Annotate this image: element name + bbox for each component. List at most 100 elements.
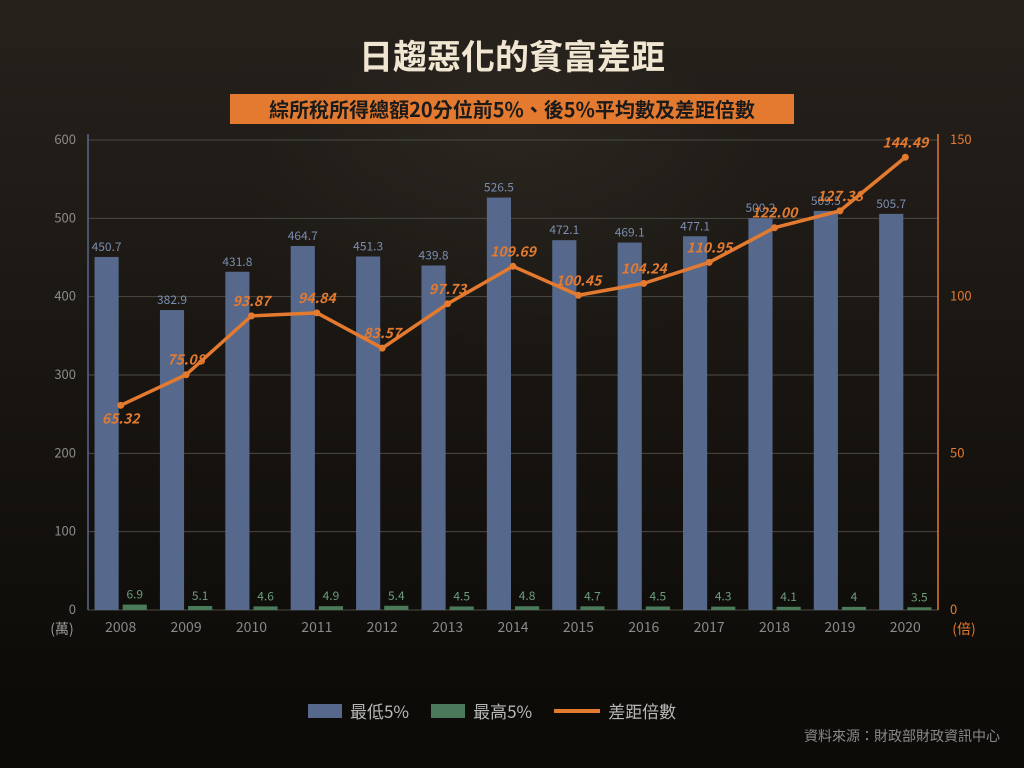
ratio-marker (836, 207, 843, 214)
y-left-tick-label: 200 (54, 442, 76, 461)
legend-label: 最低5% (350, 698, 409, 723)
bar-high5 (450, 606, 474, 610)
x-tick-label: 2008 (105, 617, 136, 637)
bar-low5-label: 526.5 (484, 179, 514, 196)
bar-low5 (356, 256, 380, 610)
x-tick-label: 2014 (497, 617, 528, 637)
bar-high5-label: 4.8 (519, 587, 536, 604)
bar-low5-label: 451.3 (353, 237, 383, 254)
right-axis-unit: (倍) (952, 619, 975, 639)
bar-low5-label: 505.7 (876, 195, 906, 212)
legend-item: 最低5% (308, 698, 409, 723)
bar-high5 (907, 607, 931, 610)
y-left-tick-label: 400 (54, 286, 76, 305)
bar-high5-label: 4.7 (584, 587, 601, 604)
y-left-tick-label: 300 (54, 364, 76, 383)
ratio-marker (248, 312, 255, 319)
y-left-tick-label: 500 (54, 207, 76, 226)
x-tick-label: 2012 (367, 617, 398, 637)
ratio-marker (444, 300, 451, 307)
ratio-label: 100.45 (555, 270, 603, 290)
bar-high5-label: 4.5 (453, 587, 470, 604)
bar-high5-label: 4.1 (780, 588, 797, 605)
x-tick-label: 2020 (890, 617, 921, 637)
ratio-marker (575, 292, 582, 299)
bar-high5-label: 5.1 (192, 587, 209, 604)
y-right-tick-label: 50 (950, 442, 964, 461)
x-tick-label: 2009 (171, 617, 202, 637)
bar-high5-label: 4.6 (257, 587, 274, 604)
x-tick-label: 2015 (563, 617, 594, 637)
data-source-note: 資料來源：財政部財政資訊中心 (804, 726, 1000, 746)
ratio-marker (313, 309, 320, 316)
bar-low5-label: 382.9 (157, 291, 187, 308)
ratio-marker (902, 154, 909, 161)
bar-high5-label: 4.5 (650, 587, 667, 604)
legend-box-swatch (431, 704, 465, 718)
y-right-tick-label: 150 (950, 129, 972, 148)
ratio-label: 104.24 (621, 258, 669, 278)
bar-high5 (515, 606, 539, 610)
bar-high5-label: 6.9 (126, 586, 143, 603)
bar-high5-label: 3.5 (911, 588, 928, 605)
bar-high5-label: 5.4 (388, 587, 405, 604)
ratio-marker (640, 280, 647, 287)
bar-high5 (711, 607, 735, 610)
chart-plot: 0100200300400500600050100150(萬)(倍)450.76… (40, 90, 984, 670)
ratio-marker (706, 259, 713, 266)
bar-low5-label: 431.8 (222, 253, 252, 270)
legend-item: 最高5% (431, 698, 532, 723)
chart-container: 日趨惡化的貧富差距 綜所稅所得總額20分位前5%、後5%平均數及差距倍數 010… (0, 0, 1024, 768)
legend-box-swatch (308, 704, 342, 718)
bar-low5-label: 472.1 (549, 221, 579, 238)
bar-low5 (683, 236, 707, 610)
ratio-label: 144.49 (882, 132, 930, 152)
chart-title: 日趨惡化的貧富差距 (0, 30, 1024, 79)
ratio-marker (379, 345, 386, 352)
ratio-label: 94.84 (298, 288, 337, 308)
bar-low5 (552, 240, 576, 610)
ratio-marker (771, 224, 778, 231)
ratio-label: 122.00 (752, 203, 800, 223)
bar-high5-label: 4 (851, 588, 858, 605)
bar-high5 (842, 607, 866, 610)
bar-low5-label: 469.1 (615, 224, 645, 241)
bar-low5-label: 439.8 (419, 246, 449, 263)
y-right-tick-label: 100 (950, 286, 972, 305)
ratio-label: 110.95 (686, 237, 734, 257)
bar-high5-label: 4.3 (715, 588, 732, 605)
ratio-label: 65.32 (102, 408, 141, 428)
ratio-label: 127.38 (817, 186, 865, 206)
ratio-label: 83.57 (363, 323, 403, 343)
bar-low5 (814, 211, 838, 610)
ratio-label: 109.69 (490, 241, 538, 261)
y-left-tick-label: 100 (54, 521, 76, 540)
x-tick-label: 2017 (694, 617, 725, 637)
bar-high5-label: 4.9 (323, 587, 340, 604)
bar-low5-label: 464.7 (288, 227, 318, 244)
x-tick-label: 2016 (628, 617, 659, 637)
bar-high5 (319, 606, 343, 610)
ratio-marker (183, 371, 190, 378)
ratio-label: 97.73 (429, 279, 468, 299)
ratio-marker (510, 263, 517, 270)
x-tick-label: 2013 (432, 617, 463, 637)
y-right-tick-label: 0 (950, 599, 957, 618)
bar-low5 (748, 218, 772, 610)
bar-high5 (188, 606, 212, 610)
legend-item: 差距倍數 (554, 698, 676, 723)
bar-low5 (95, 257, 119, 610)
legend-line-swatch (554, 709, 600, 713)
bar-low5 (618, 243, 642, 610)
bar-high5 (646, 606, 670, 610)
y-left-tick-label: 600 (54, 129, 76, 148)
bar-high5 (384, 606, 408, 610)
legend-label: 最高5% (473, 698, 532, 723)
ratio-label: 93.87 (233, 291, 273, 311)
bar-high5 (777, 607, 801, 610)
ratio-label: 75.08 (167, 350, 206, 370)
legend: 最低5% 最高5% 差距倍數 (308, 698, 676, 723)
bar-high5 (123, 605, 147, 610)
left-axis-unit: (萬) (50, 619, 73, 639)
legend-label: 差距倍數 (608, 698, 676, 723)
